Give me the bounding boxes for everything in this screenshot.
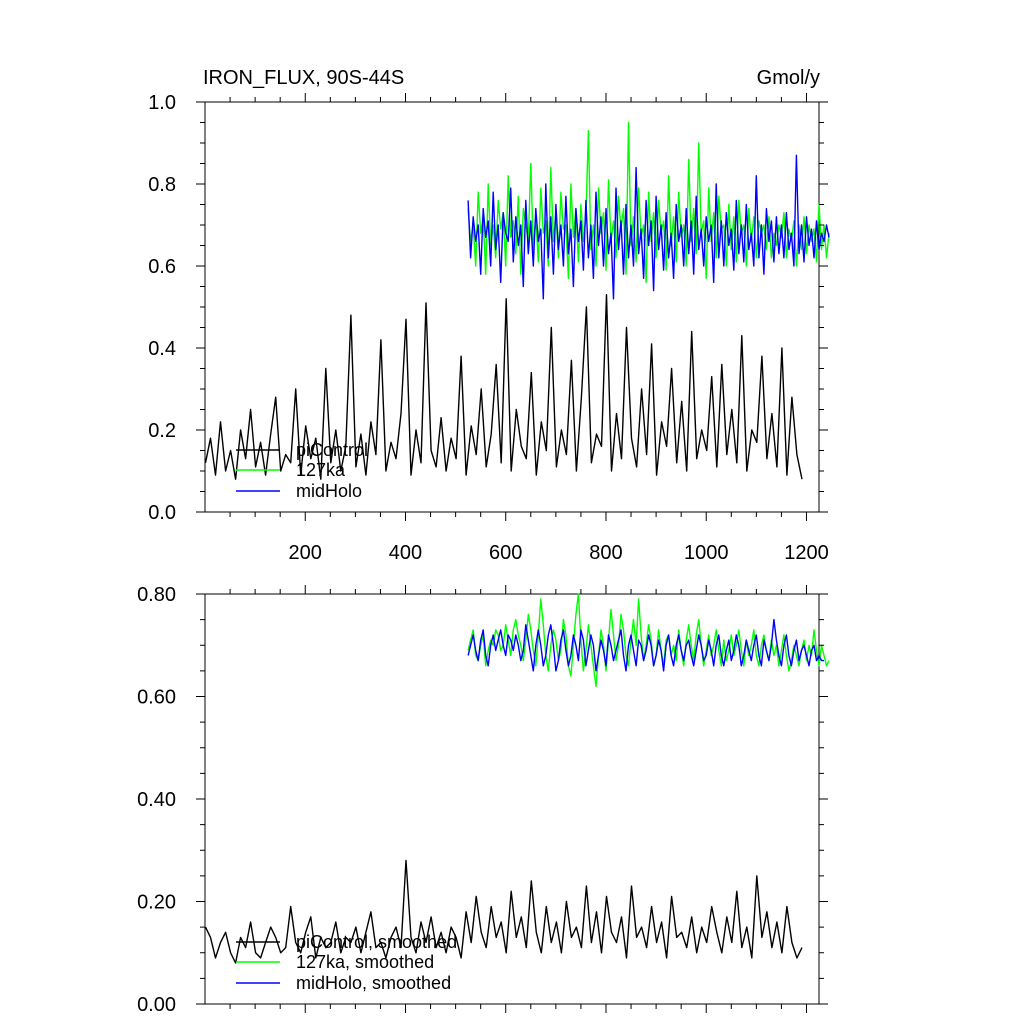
y-tick-label: 0.60 xyxy=(137,687,176,709)
legend-label: midHolo xyxy=(296,481,362,501)
y-tick-label: 0.00 xyxy=(137,994,176,1016)
y-tick-label: 0.6 xyxy=(148,256,176,278)
panel-title: IRON_FLUX, 90S-44S xyxy=(203,67,404,89)
x-tick-label: 1000 xyxy=(684,542,729,564)
y-tick-label: 0.40 xyxy=(137,789,176,811)
y-tick-label: 0.20 xyxy=(137,892,176,914)
series-line-picontrol xyxy=(204,294,803,480)
panel-units: Gmol/y xyxy=(757,67,820,89)
legend-label: 127ka, smoothed xyxy=(296,952,434,972)
legend-label: piControl xyxy=(296,440,368,460)
legend-label: 127ka xyxy=(296,460,346,480)
y-tick-label: 0.4 xyxy=(148,338,176,360)
y-tick-label: 1.0 xyxy=(148,92,176,114)
y-tick-label: 0.0 xyxy=(148,502,176,524)
series-line-midholo xyxy=(467,154,830,300)
series-line-midholo-smoothed xyxy=(467,618,824,672)
series-line-picontrol-smoothed xyxy=(204,859,803,964)
x-tick-label: 1200 xyxy=(784,542,829,564)
bottom-panel: 0.00 0.20 0.40 0.60 0.80 piControl, smoothed1… xyxy=(137,584,830,1016)
legend-label: piControl, smoothed xyxy=(296,932,457,952)
x-tick-label: 800 xyxy=(589,542,622,564)
legend-label: midHolo, smoothed xyxy=(296,973,451,993)
top-panel: 0.0 0.2 0.4 0.6 0.8 1.0 200 400 600 800 1000 1200 pi… xyxy=(148,92,830,564)
x-tick-label: 200 xyxy=(289,542,322,564)
y-tick-label: 0.8 xyxy=(148,174,176,196)
x-tick-label: 400 xyxy=(389,542,422,564)
y-tick-label: 0.2 xyxy=(148,420,176,442)
y-tick-label: 0.80 xyxy=(137,584,176,606)
x-tick-label: 600 xyxy=(489,542,522,564)
